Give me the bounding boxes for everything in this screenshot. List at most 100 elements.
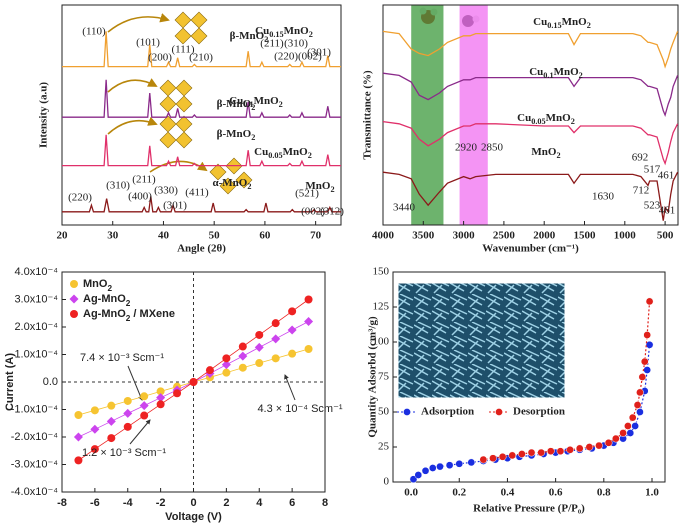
y-tick-label: 25	[378, 441, 390, 453]
peak-label: (330)	[154, 185, 178, 197]
data-point	[90, 406, 99, 415]
data-point	[255, 330, 264, 339]
data-point	[238, 342, 247, 351]
y-tick-label: 50	[378, 406, 390, 418]
data-point	[595, 441, 603, 450]
chart-panel: 0.0 0.2 0.4 0.6 0.8 1.0 0 25 50 75 100 125 150 Relati…	[367, 266, 666, 515]
data-point	[156, 393, 166, 403]
data-point	[205, 366, 214, 375]
annotation: MnO2	[531, 146, 560, 161]
data-point	[222, 354, 231, 363]
data-point	[498, 452, 507, 461]
legend-marker	[69, 294, 79, 304]
peak-label: (521)	[295, 188, 319, 200]
data-point	[645, 340, 654, 349]
peak-label: (220)(002)	[274, 51, 322, 63]
y-tick-label: 0.0	[43, 376, 58, 388]
peak-label: 461	[658, 170, 675, 182]
data-point	[304, 317, 314, 326]
legend-marker	[495, 408, 503, 416]
legend-marker	[403, 408, 411, 416]
y-tick-label: 125	[373, 301, 390, 313]
data-point	[173, 389, 182, 398]
data-point	[585, 443, 594, 451]
series-line	[382, 72, 679, 117]
data-point	[139, 401, 149, 411]
data-point	[445, 461, 454, 470]
y-tick-label: 75	[378, 371, 390, 383]
y-tick-label: -4.0x10⁻⁴	[11, 486, 58, 498]
data-point	[123, 396, 132, 405]
x-tick-label: 60	[259, 230, 271, 242]
y-tick-label: -1.0x10⁻⁴	[11, 403, 58, 415]
annotation: Cu0.05MnO2	[517, 112, 575, 127]
data-point	[189, 378, 198, 386]
series-line	[62, 196, 341, 213]
x-tick-label: 40	[158, 230, 170, 242]
data-point	[626, 429, 635, 437]
x-tick-label: 1500	[574, 230, 597, 242]
peak-label: (210)	[189, 52, 213, 64]
data-point	[222, 368, 231, 377]
legend-label: Ag-MnO2 / MXene	[83, 308, 175, 323]
data-point	[546, 447, 555, 456]
annotation: Cu0.15MnO2	[533, 16, 591, 31]
data-point	[255, 359, 264, 368]
data-point	[414, 471, 423, 479]
peak-label: 523	[644, 200, 661, 212]
annotation: β-MnO2	[217, 128, 256, 143]
series-line	[382, 120, 679, 166]
chart-panel: 20 30 40 50 60 70 Angle (2θ) Intensity (a.u) (11…	[38, 4, 344, 255]
data-point	[636, 388, 644, 397]
legend-marker	[70, 310, 78, 318]
annotation: β-MnO2	[230, 30, 269, 45]
data-point	[288, 349, 297, 358]
x-tick-label: 4000	[372, 230, 395, 242]
data-point	[455, 459, 464, 468]
data-point	[156, 387, 165, 396]
x-tick-label: 30	[107, 230, 119, 242]
peak-label: (312)	[320, 206, 344, 218]
x-axis-title: Angle (2θ)	[177, 243, 226, 255]
data-point	[409, 475, 418, 484]
x-axis-title: Relative Pressure (P/P₀)	[473, 503, 585, 515]
data-point	[428, 464, 437, 472]
data-point	[74, 411, 83, 419]
x-tick-label: 0	[190, 497, 196, 509]
data-point	[518, 450, 526, 458]
peak-label: (411)	[185, 187, 209, 199]
band	[459, 5, 488, 225]
data-point	[479, 455, 488, 464]
legend-label: Adsorption	[421, 406, 474, 418]
data-point	[645, 297, 654, 306]
annotation: 1.2 × 10⁻³ Scm⁻¹	[82, 447, 166, 459]
peak-label: 2850	[481, 142, 504, 154]
annotation: MnO2	[305, 180, 334, 195]
y-axis-title: Transmittance (%)	[362, 70, 374, 160]
x-tick-label: 8	[322, 497, 328, 509]
peak-label: 517	[644, 164, 661, 176]
data-point	[619, 429, 627, 437]
data-point	[287, 325, 297, 335]
y-tick-label: 1.0x10⁻⁴	[14, 348, 58, 360]
x-tick-label: 2000	[533, 230, 556, 242]
data-point	[304, 295, 313, 304]
annotation: Cu0.05MnO2	[254, 146, 312, 161]
x-axis-title: Wavenumber (cm⁻¹)	[482, 243, 579, 255]
series-line	[382, 30, 679, 69]
data-point	[604, 438, 613, 447]
series-line	[62, 79, 341, 118]
data-point	[467, 458, 476, 467]
y-tick-label: 4.0x10⁻⁴	[14, 266, 58, 278]
data-point	[624, 422, 632, 430]
annotation: Cu0.15MnO2	[255, 25, 313, 40]
peak-label: (111)	[171, 44, 194, 56]
annotation: 7.4 × 10⁻³ Scm⁻¹	[80, 352, 164, 364]
data-point	[140, 392, 149, 401]
peak-label: (211)	[132, 174, 156, 186]
peak-label: 1630	[592, 191, 615, 203]
data-point	[537, 448, 546, 457]
data-point	[628, 413, 637, 422]
y-tick-label: 3.0x10⁻⁴	[14, 293, 58, 305]
data-point	[107, 401, 116, 410]
